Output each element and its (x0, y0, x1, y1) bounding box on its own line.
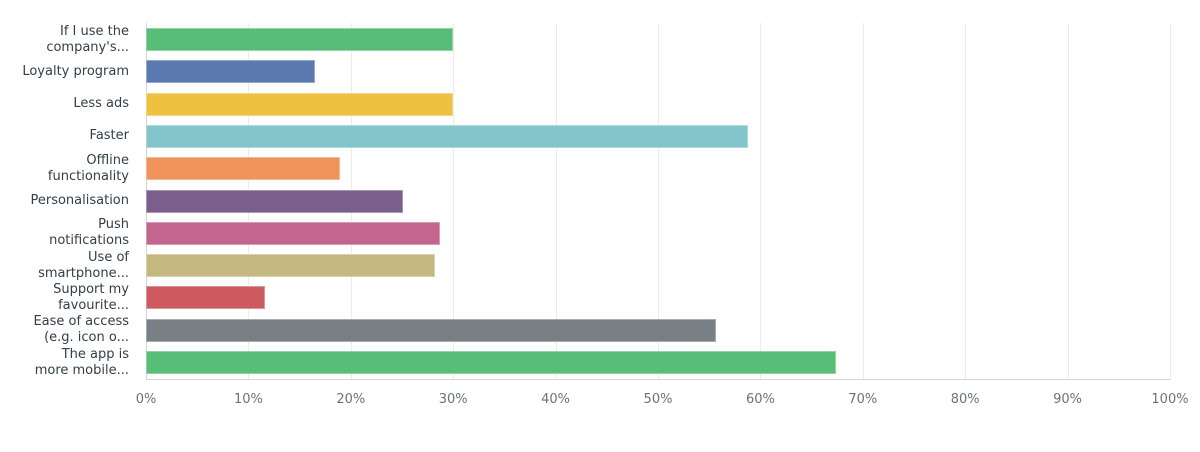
category-label: Offline functionality (0, 153, 129, 185)
category-label: Loyalty program (0, 56, 129, 88)
category-label-line: favourite... (58, 297, 129, 313)
category-label-line: Less ads (73, 96, 129, 112)
bar[interactable] (146, 28, 454, 51)
bar[interactable] (146, 92, 454, 116)
category-label: The app is more mobile... (0, 347, 129, 379)
category-label: Use of smartphone... (0, 250, 129, 282)
plot-area (146, 23, 1171, 380)
x-tick-label: 60% (745, 392, 775, 407)
category-label: Ease of access (e.g. icon o... (0, 314, 129, 346)
category-label-line: If I use the (60, 23, 129, 39)
category-label-line: Ease of access (33, 314, 129, 330)
bar[interactable] (146, 318, 717, 342)
gridline (555, 23, 557, 380)
bar[interactable] (146, 286, 265, 310)
x-tick-label: 90% (1053, 392, 1083, 407)
bar[interactable] (146, 254, 435, 278)
category-label: Push notifications (0, 217, 129, 249)
x-tick-label: 20% (336, 392, 366, 407)
gridline (862, 23, 864, 380)
category-label: Support my favourite... (0, 282, 129, 314)
category-label-line: Personalisation (30, 193, 129, 208)
category-label: Faster (0, 120, 129, 152)
category-label-line: functionality (47, 168, 129, 184)
gridline (760, 23, 762, 380)
category-label-line: The app is (61, 346, 129, 362)
category-label: If I use the company's... (0, 24, 129, 56)
bar[interactable] (146, 351, 837, 374)
x-tick-label: 100% (1151, 392, 1189, 407)
category-label-line: notifications (49, 233, 129, 249)
bar[interactable] (146, 221, 440, 245)
bar[interactable] (146, 189, 404, 213)
category-label-line: Use of (88, 249, 129, 265)
category-label-line: Faster (89, 128, 129, 144)
category-label-line: Offline (86, 152, 129, 168)
gridline (1170, 23, 1171, 380)
gridline (1067, 23, 1069, 380)
gridline (453, 23, 455, 380)
x-tick-label: 70% (848, 392, 878, 407)
x-tick-label: 0% (135, 392, 157, 407)
category-label-line: (e.g. icon o... (44, 330, 129, 346)
category-label-line: Loyalty program (22, 63, 129, 79)
category-label-line: Push (98, 217, 129, 233)
gridline (965, 23, 967, 380)
x-tick-label: 40% (541, 392, 571, 407)
gridline (658, 23, 659, 380)
category-label: Less ads (0, 88, 129, 120)
bar[interactable] (146, 60, 315, 84)
bar[interactable] (146, 124, 749, 148)
category-label: Personalisation (0, 185, 129, 217)
x-tick-label: 10% (233, 392, 263, 407)
x-tick-label: 80% (950, 392, 980, 407)
x-tick-label: 30% (438, 392, 468, 407)
category-label-line: Support my (53, 281, 129, 297)
category-label-line: smartphone... (38, 265, 129, 281)
category-label-line: company's... (46, 39, 129, 55)
x-tick-label: 50% (643, 392, 673, 407)
category-label-line: more mobile... (34, 362, 129, 378)
x-axis-line (146, 379, 1170, 380)
bar[interactable] (146, 157, 340, 181)
